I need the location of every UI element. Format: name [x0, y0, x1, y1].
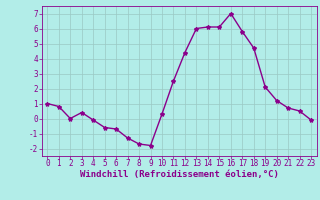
X-axis label: Windchill (Refroidissement éolien,°C): Windchill (Refroidissement éolien,°C) — [80, 170, 279, 179]
